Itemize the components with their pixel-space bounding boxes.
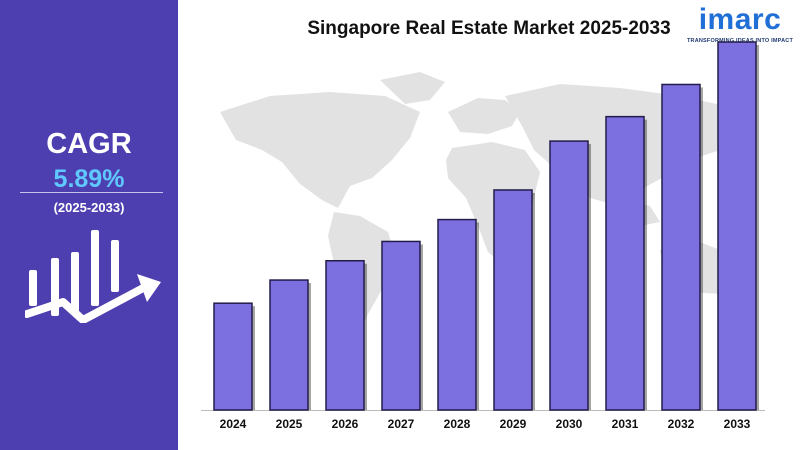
x-tick-label: 2029: [500, 417, 527, 431]
x-tick-label: 2025: [276, 417, 303, 431]
bar-2033: [717, 41, 757, 411]
chart-title: Singapore Real Estate Market 2025-2033: [307, 18, 671, 39]
bar-2031: [605, 115, 645, 411]
cagr-period: (2025-2033): [53, 200, 125, 215]
logo-wordmark: imarc: [698, 3, 782, 36]
x-tick-label: 2026: [332, 417, 359, 431]
bar-2024: [213, 302, 253, 411]
brand-logo: imarc TRANSFORMING IDEAS INTO IMPACT: [684, 3, 796, 45]
x-tick-label: 2031: [612, 417, 639, 431]
growth-chart-arrow-icon: [25, 230, 161, 323]
cagr-divider: [20, 192, 163, 193]
bar-2028: [437, 218, 477, 411]
cagr-panel: CAGR 5.89% (2025-2033): [0, 0, 178, 450]
cagr-title: CAGR: [46, 128, 132, 160]
bar-2032: [661, 83, 701, 411]
x-tick-label: 2027: [388, 417, 415, 431]
x-tick-label: 2024: [220, 417, 247, 431]
bar-2025: [269, 279, 309, 411]
x-tick-label: 2030: [556, 417, 583, 431]
logo-tagline: TRANSFORMING IDEAS INTO IMPACT: [686, 38, 794, 44]
x-tick-label: 2033: [724, 417, 751, 431]
cagr-value: 5.89%: [53, 165, 125, 193]
bar-2026: [325, 259, 365, 411]
x-tick-label: 2028: [444, 417, 471, 431]
bar-2027: [381, 240, 421, 411]
x-tick-label: 2032: [668, 417, 695, 431]
bar-2030: [549, 140, 589, 411]
bar-2029: [493, 189, 533, 411]
